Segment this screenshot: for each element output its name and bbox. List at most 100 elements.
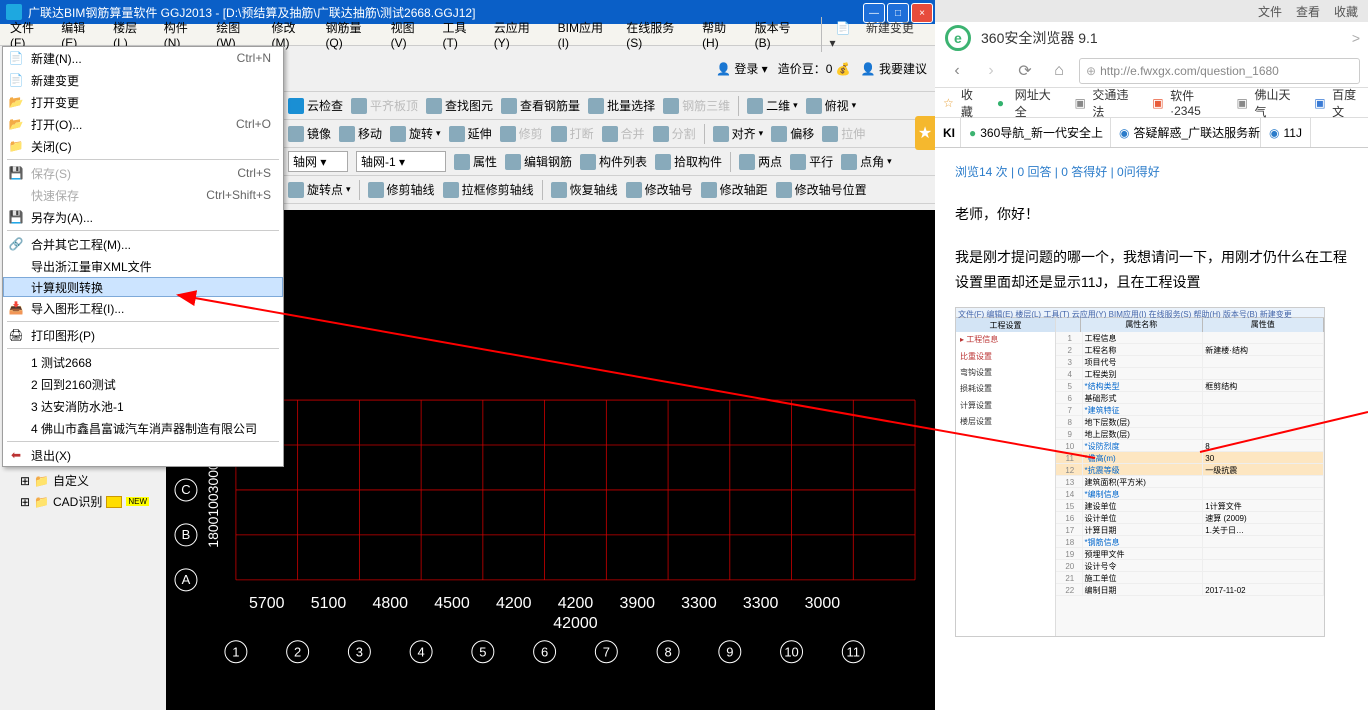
toolbar-button[interactable]: 移动 bbox=[339, 125, 382, 142]
browser-more-icon[interactable]: > bbox=[1352, 30, 1368, 46]
toolbar-area: 👤 登录 ▾ 造价豆：0 💰 👤 我要建议 云检查平齐板顶查找图元查看钢筋量批量… bbox=[284, 46, 935, 204]
svg-text:9: 9 bbox=[726, 645, 733, 660]
toolbar-button[interactable]: 对齐▾ bbox=[713, 125, 764, 142]
embedded-screenshot[interactable]: 文件(F) 编辑(E) 楼层(L) 工具(T) 云应用(Y) BIM应用(I) … bbox=[955, 307, 1325, 637]
toolbar-button[interactable]: 修剪轴线 bbox=[368, 181, 435, 198]
file-menu-item[interactable]: 💾保存(S)Ctrl+S bbox=[3, 162, 283, 184]
toolbar-button[interactable]: 修改轴号 bbox=[626, 181, 693, 198]
svg-text:42000: 42000 bbox=[553, 615, 598, 632]
suggestion-button[interactable]: 👤 我要建议 bbox=[861, 60, 927, 77]
app-window: 广联达BIM钢筋算量软件 GGJ2013 - [D:\预结算及抽筋\广联达抽筋\… bbox=[0, 0, 935, 710]
greeting-text: 老师，你好！ bbox=[955, 202, 1348, 227]
br-menu-file[interactable]: 文件 bbox=[1258, 3, 1282, 20]
file-menu-item[interactable]: ⬅退出(X) bbox=[3, 444, 283, 466]
file-menu-item[interactable]: 导出浙江量审XML文件 bbox=[3, 255, 283, 277]
file-menu-item[interactable]: 🖨打印图形(P) bbox=[3, 324, 283, 346]
br-menu-view[interactable]: 查看 bbox=[1296, 3, 1320, 20]
bookmark-item[interactable]: ●网址大全 bbox=[997, 86, 1063, 120]
toolbar-button[interactable]: 修改轴号位置 bbox=[776, 181, 867, 198]
forward-button[interactable]: › bbox=[977, 57, 1005, 85]
toolbar-button[interactable]: 轴网 ▾ bbox=[288, 151, 348, 172]
toolbar-button[interactable]: 查看钢筋量 bbox=[501, 97, 580, 114]
browser-name: 360安全浏览器 9.1 bbox=[981, 28, 1098, 48]
browser-logo-icon: e bbox=[945, 25, 971, 51]
toolbar-button[interactable]: 查找图元 bbox=[426, 97, 493, 114]
tree-item-custom[interactable]: ⊞📁 自定义 bbox=[2, 470, 162, 491]
toolbar-button[interactable]: 延伸 bbox=[449, 125, 492, 142]
toolbar-button[interactable]: 拉框修剪轴线 bbox=[443, 181, 534, 198]
svg-text:4200: 4200 bbox=[558, 595, 594, 612]
thumb-menubar: 文件(F) 编辑(E) 楼层(L) 工具(T) 云应用(Y) BIM应用(I) … bbox=[956, 308, 1324, 318]
file-menu-item[interactable]: 3 达安消防水池-1 bbox=[3, 395, 283, 417]
bookmark-item[interactable]: ▣佛山天气 bbox=[1237, 86, 1303, 120]
toolbar-button[interactable]: 合并 bbox=[602, 125, 645, 142]
reload-button[interactable]: ⟳ bbox=[1011, 57, 1039, 85]
browser-tab[interactable]: ◉11J bbox=[1261, 118, 1311, 147]
toolbar-button[interactable]: 镜像 bbox=[288, 125, 331, 142]
toolbar-button[interactable]: 平行 bbox=[790, 153, 833, 170]
toolbar-button[interactable]: 恢复轴线 bbox=[551, 181, 618, 198]
zaodou-label: 造价豆：0 💰 bbox=[778, 60, 851, 77]
toolbar-button[interactable]: 钢筋三维 bbox=[663, 97, 730, 114]
toolbar-button[interactable]: 云检查 bbox=[288, 97, 343, 114]
toolbar-button[interactable]: 拾取构件 bbox=[655, 153, 722, 170]
toolbar-button[interactable]: 分割 bbox=[653, 125, 696, 142]
svg-text:1: 1 bbox=[232, 645, 239, 660]
file-menu-item[interactable]: 计算规则转换 bbox=[3, 277, 283, 297]
login-button[interactable]: 👤 登录 ▾ bbox=[716, 60, 768, 77]
svg-text:3000: 3000 bbox=[805, 595, 841, 612]
svg-text:3300: 3300 bbox=[681, 595, 717, 612]
home-button[interactable]: ⌂ bbox=[1045, 57, 1073, 85]
toolbar-button[interactable]: 修剪 bbox=[500, 125, 543, 142]
toolbar-button[interactable]: 俯视▾ bbox=[806, 97, 857, 114]
toolbar-button[interactable]: 轴网-1 ▾ bbox=[356, 151, 446, 172]
toolbar-button[interactable]: 属性 bbox=[454, 153, 497, 170]
bookmark-item[interactable]: ▣交通违法 bbox=[1075, 86, 1141, 120]
svg-text:5700: 5700 bbox=[249, 595, 285, 612]
br-menu-fav[interactable]: 收藏 bbox=[1334, 3, 1358, 20]
file-menu-item[interactable]: 📥导入图形工程(I)... bbox=[3, 297, 283, 319]
file-menu-item[interactable]: 🔗合并其它工程(M)... bbox=[3, 233, 283, 255]
file-menu-item[interactable]: 4 佛山市鑫昌富诚汽车消声器制造有限公司 bbox=[3, 417, 283, 439]
toolbar-button[interactable]: 构件列表 bbox=[580, 153, 647, 170]
file-menu-item[interactable]: 📂打开(O)...Ctrl+O bbox=[3, 113, 283, 135]
svg-text:3900: 3900 bbox=[619, 595, 655, 612]
toolbar-button[interactable]: 批量选择 bbox=[588, 97, 655, 114]
address-bar[interactable]: ⊕ http://e.fwxgx.com/question_1680 bbox=[1079, 58, 1360, 84]
browser-title-row: e 360安全浏览器 9.1 > bbox=[935, 22, 1368, 54]
file-menu-item[interactable]: 📂打开变更 bbox=[3, 91, 283, 113]
left-tree: ⊞📁 自定义 ⊞📁 CAD识别 NEW bbox=[2, 470, 162, 512]
file-menu-item[interactable]: 💾另存为(A)... bbox=[3, 206, 283, 228]
browser-tab[interactable]: ◉答疑解惑_广联达服务新× bbox=[1111, 118, 1261, 147]
bookmark-item[interactable]: ☆收藏 bbox=[943, 86, 985, 120]
thumb-col-value: 属性值 bbox=[1203, 318, 1324, 332]
toolbar-button[interactable]: 两点 bbox=[739, 153, 782, 170]
toolbar-button[interactable]: 平齐板顶 bbox=[351, 97, 418, 114]
toolbar-button[interactable]: 二维▾ bbox=[747, 97, 798, 114]
toolbar-button[interactable]: 旋转点▾ bbox=[288, 181, 351, 198]
bookmark-item[interactable]: ▣软件·2345 bbox=[1152, 87, 1224, 118]
file-menu-item[interactable]: 快速保存Ctrl+Shift+S bbox=[3, 184, 283, 206]
file-menu-item[interactable]: 📁关闭(C) bbox=[3, 135, 283, 157]
toolbar-button[interactable]: 点角▾ bbox=[841, 153, 892, 170]
file-menu-item[interactable]: 📄新建(N)...Ctrl+N bbox=[3, 47, 283, 69]
tree-item-cad[interactable]: ⊞📁 CAD识别 NEW bbox=[2, 491, 162, 512]
svg-text:11: 11 bbox=[847, 645, 860, 660]
thumb-col-name: 属性名称 bbox=[1081, 318, 1202, 332]
page-content: 浏览14 次 | 0 回答 | 0 答得好 | 0问得好 老师，你好！ 我是刚才… bbox=[935, 148, 1368, 651]
browser-tab[interactable]: ●360导航_新一代安全上 bbox=[961, 118, 1111, 147]
toolbar-button[interactable]: 拉伸 bbox=[822, 125, 865, 142]
file-menu-item[interactable]: 📄新建变更 bbox=[3, 69, 283, 91]
file-menu-item[interactable]: 2 回到2160测试 bbox=[3, 373, 283, 395]
toolbar-button[interactable]: 打断 bbox=[551, 125, 594, 142]
back-button[interactable]: ‹ bbox=[943, 57, 971, 85]
bookmark-item[interactable]: ▣百度文 bbox=[1314, 86, 1368, 120]
file-menu-item[interactable]: 1 测试2668 bbox=[3, 351, 283, 373]
favorite-tab-icon[interactable]: ★ bbox=[915, 116, 935, 150]
toolbar-button[interactable]: 旋转▾ bbox=[390, 125, 441, 142]
menubar: 文件(F) 编辑(E) 楼层(L) 构件(N) 绘图(W) 修改(M) 钢筋量(… bbox=[0, 24, 935, 46]
toolbar-button[interactable]: 编辑钢筋 bbox=[505, 153, 572, 170]
svg-text:6: 6 bbox=[541, 645, 548, 660]
toolbar-button[interactable]: 修改轴距 bbox=[701, 181, 768, 198]
toolbar-button[interactable]: 偏移 bbox=[771, 125, 814, 142]
